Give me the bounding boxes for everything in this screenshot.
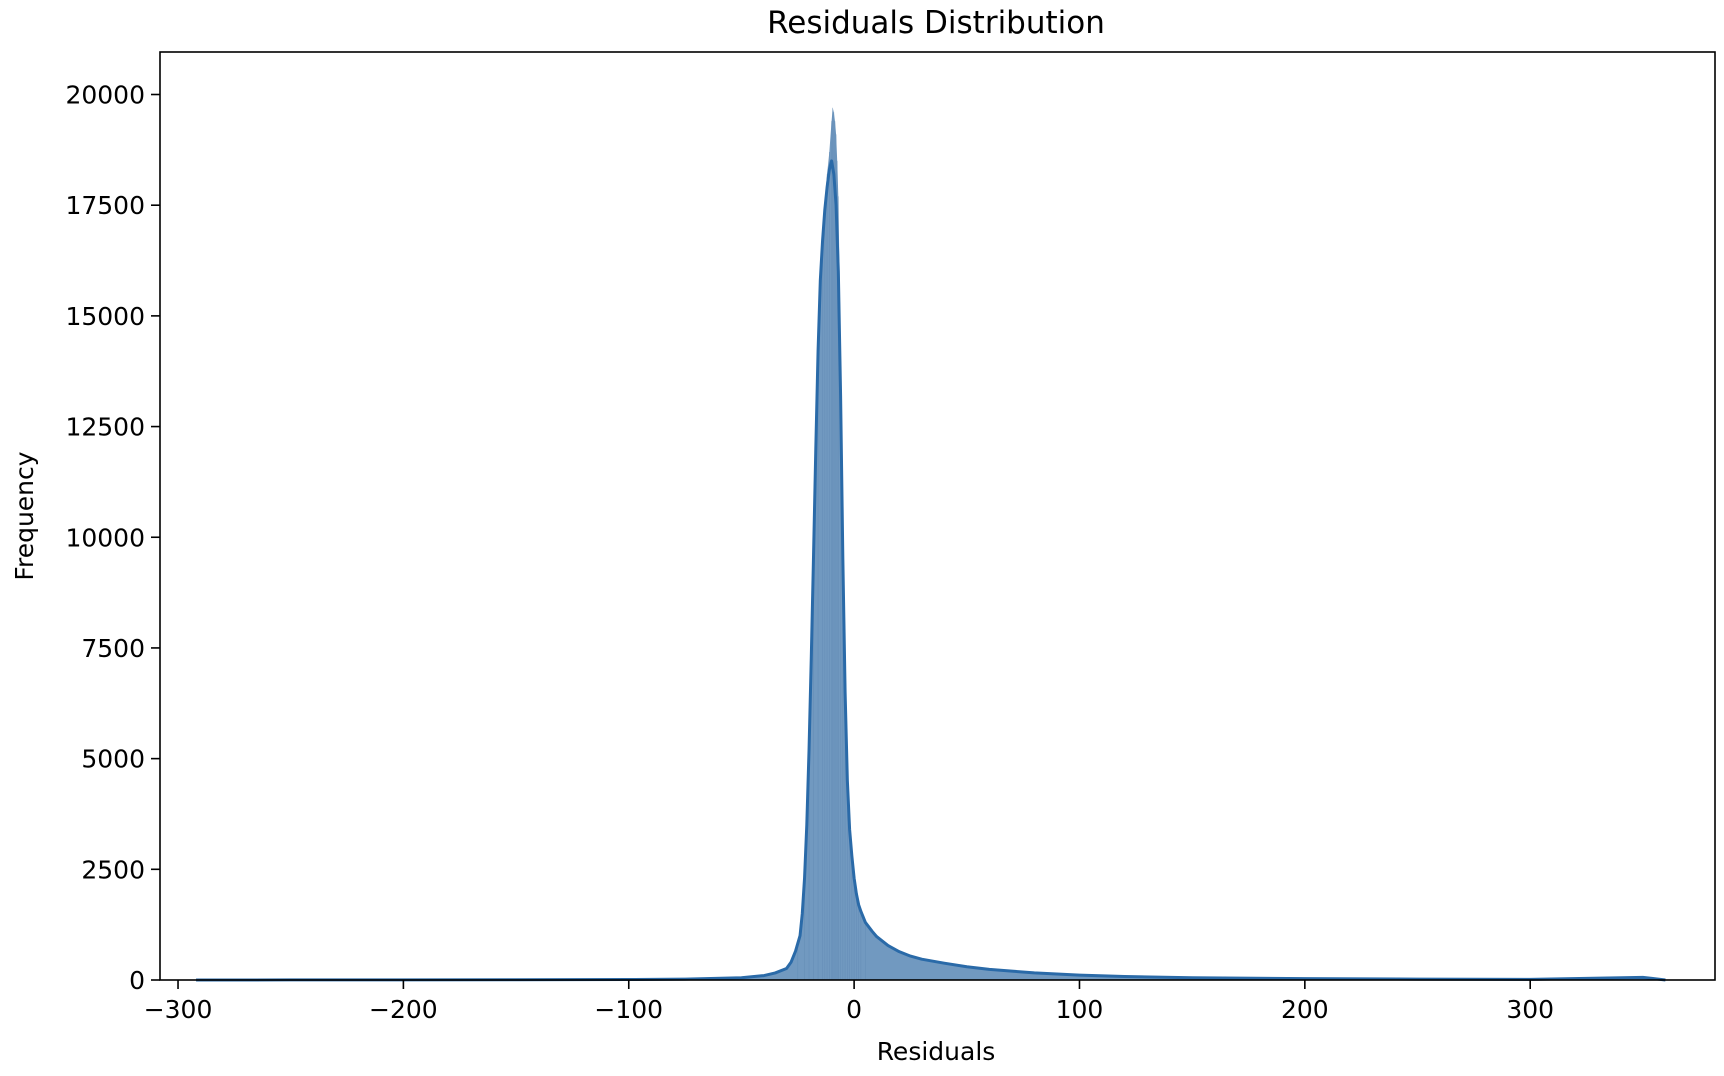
y-tick-label: 15000 [65,302,145,331]
y-tick-label: 17500 [65,191,145,220]
y-tick-label: 12500 [65,413,145,442]
y-tick-label: 20000 [65,81,145,110]
x-tick-label: 0 [846,995,862,1024]
y-tick-label: 2500 [81,855,145,884]
y-tick-label: 5000 [81,745,145,774]
y-tick-label: 0 [129,966,145,995]
chart-title: Residuals Distribution [767,5,1105,41]
y-axis-title: Frequency [10,451,39,580]
x-tick-label: 100 [1056,995,1104,1024]
y-tick-label: 10000 [65,523,145,552]
x-tick-label: −300 [144,995,213,1024]
histogram-peak-bars [786,107,866,981]
x-axis: −300 −200 −100 0 100 200 300 [144,980,1554,1024]
axes-frame [159,51,1716,981]
x-tick-label: 300 [1506,995,1554,1024]
histogram-tail-fill [196,160,1666,981]
plot-area [196,107,1666,982]
x-tick-label: 200 [1281,995,1329,1024]
x-axis-title: Residuals [877,1037,996,1066]
kde-line [196,159,1666,982]
x-tick-label: −100 [594,995,663,1024]
x-tick-label: −200 [369,995,438,1024]
y-axis: 0 2500 5000 7500 10000 12500 15000 17500 20000 [65,81,160,995]
histogram-bins [797,107,866,980]
y-tick-label: 7500 [81,634,145,663]
